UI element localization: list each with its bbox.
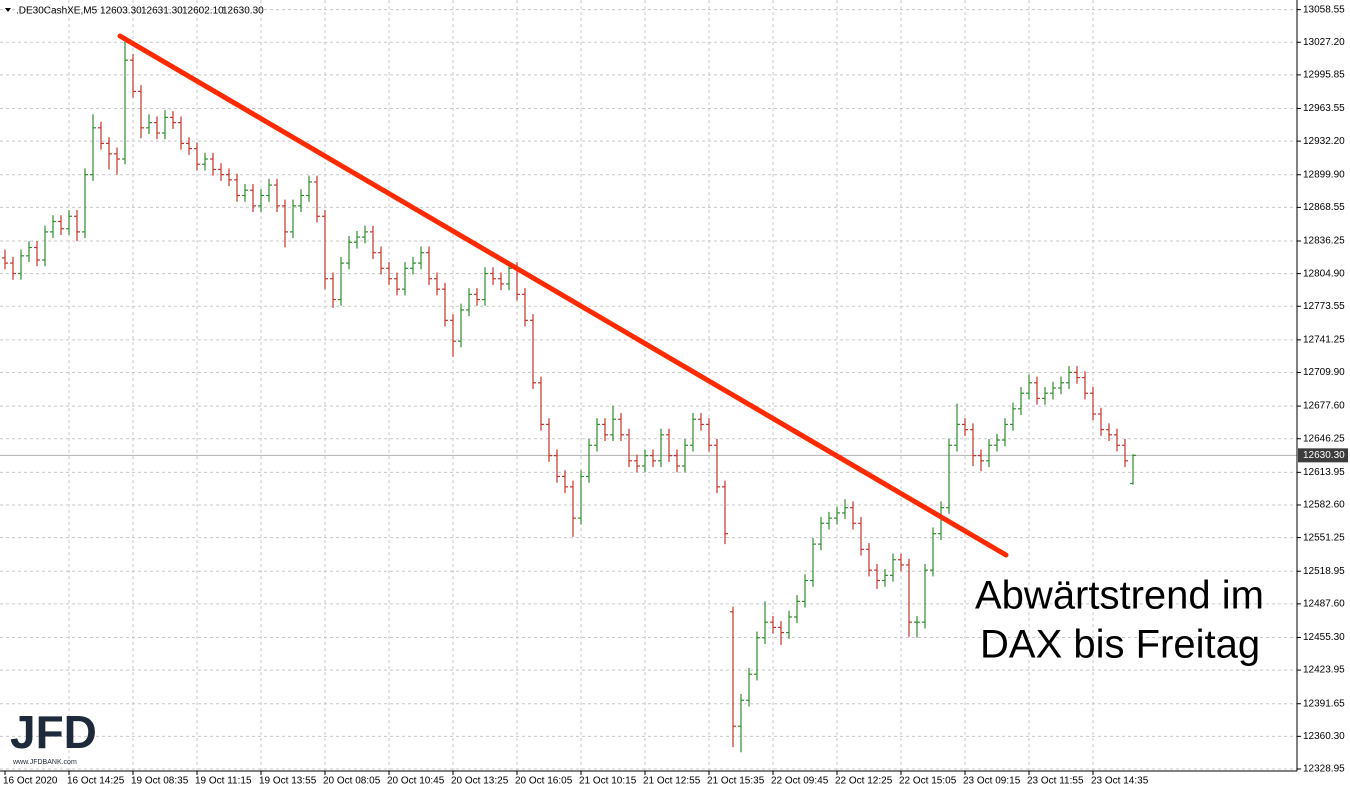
y-tick-label: 12899.90 [1303,169,1345,180]
logo-url: www.JFDBANK.com [12,759,77,766]
x-tick-label: 20 Oct 16:05 [515,776,573,787]
y-tick-label: 12455.30 [1303,632,1345,643]
x-tick-label: 23 Oct 14:35 [1091,776,1149,787]
y-tick-label: 12328.95 [1303,764,1345,775]
y-tick-label: 12709.90 [1303,367,1345,378]
y-tick-label: 12836.25 [1303,236,1345,247]
x-tick-label: 23 Oct 09:15 [963,776,1021,787]
logo: JFD [10,706,97,758]
x-tick-label: 16 Oct 14:25 [67,776,125,787]
header-open: 12603.30 [100,6,142,17]
y-tick-label: 12646.25 [1303,433,1345,444]
trend-line [117,33,1009,558]
y-tick-label: 12804.90 [1303,268,1345,279]
header-high: 12631.30 [141,6,183,17]
x-tick-label: 19 Oct 08:35 [131,776,189,787]
x-tick-label: 20 Oct 10:45 [387,776,445,787]
x-tick-label: 20 Oct 13:25 [451,776,509,787]
y-tick-label: 12773.55 [1303,301,1345,312]
symbol: .DE30CashXE,M5 [16,6,98,17]
menu-triangle[interactable] [5,8,11,12]
y-tick-label: 12360.30 [1303,731,1345,742]
bars [2,37,1136,753]
x-tick-label: 23 Oct 11:55 [1027,776,1084,787]
header-low: 12602.10 [182,6,224,17]
x-tick-label: 22 Oct 12:25 [835,776,893,787]
annotation: Abwärtstrend im [975,574,1264,618]
y-tick-label: 12551.25 [1303,532,1345,543]
y-tick-label: 13027.20 [1303,37,1345,48]
y-tick-label: 12932.20 [1303,136,1345,147]
x-tick-label: 22 Oct 15:05 [899,776,957,787]
y-tick-label: 12963.55 [1303,103,1345,114]
x-tick-label: 21 Oct 10:15 [579,776,637,787]
x-tick-label: 16 Oct 2020 [3,776,58,787]
y-tick-label: 12613.95 [1303,467,1345,478]
x-tick-label: 20 Oct 08:05 [323,776,381,787]
y-tick-label: 12487.60 [1303,598,1345,609]
y-tick-label: 12391.65 [1303,698,1345,709]
y-tick-label: 12995.85 [1303,70,1345,81]
current-price-box [1298,448,1348,463]
x-tick-label: 21 Oct 12:55 [643,776,701,787]
annotation: DAX bis Freitag [980,623,1260,667]
y-tick-label: 12868.55 [1303,202,1345,213]
x-tick-label: 21 Oct 15:35 [707,776,765,787]
x-tick-label: 22 Oct 09:45 [771,776,829,787]
y-tick-label: 12582.60 [1303,500,1345,511]
y-tick-label: 12518.95 [1303,566,1345,577]
x-tick-label: 19 Oct 11:15 [195,776,252,787]
y-tick-label: 13058.55 [1303,4,1345,15]
x-tick-label: 19 Oct 13:55 [259,776,317,787]
y-tick-label: 12741.25 [1303,335,1345,346]
header-close: 12630.30 [222,6,264,17]
y-tick-label: 12423.95 [1303,665,1345,676]
current-price-label: 12630.30 [1303,450,1345,461]
grid [0,0,1297,771]
y-tick-label: 12677.60 [1303,401,1345,412]
